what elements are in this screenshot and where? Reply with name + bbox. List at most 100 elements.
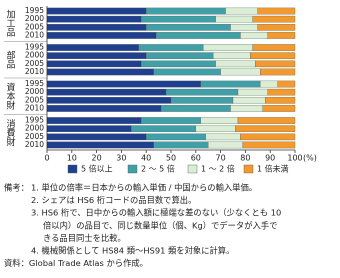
bar-segment [215,15,253,23]
bar-segment [267,32,296,39]
x-tick-label: 80 [240,154,250,163]
x-tick-label: 10 [67,154,77,163]
bar-segment [257,7,296,15]
bar-segment [46,133,147,141]
bar-segment [230,23,258,31]
x-tick-label: 60 [191,154,201,163]
bar-segment [141,60,216,68]
bar-segment [46,68,154,76]
bar-segment [153,68,221,76]
legend-label: 1 倍未満 [257,164,289,174]
group-label: 消費財 [5,118,16,146]
bar-segment [257,23,296,31]
bar-segment [131,125,196,133]
y-tick-label: 1995 [25,79,44,88]
x-tick-label: 90 [265,154,275,163]
y-tick-label: 2000 [25,51,44,60]
bar-segment [46,96,172,104]
bar-segment [237,88,268,96]
legend-label: 2 〜 5 倍 [141,164,175,174]
group-label: 資本財 [5,82,16,110]
legend-swatch [243,164,254,174]
bar-segment [46,7,147,15]
bar-segment [277,80,296,88]
x-tick-label: 40 [141,154,151,163]
legend-label: 5 倍以上 [81,164,113,174]
bar-segment [215,60,256,68]
note-line: 倍以内）の品目で、同じ数量単位（個、Kg）でデータが入手で [43,220,277,230]
bar-segment [237,117,296,124]
bar-segment [265,96,296,104]
y-tick-label: 1995 [25,6,44,15]
note-line: 3. HS6 桁で、日中からの輸入額に極端な差のない（少なくとも 10 [31,208,281,218]
bar-segment [200,117,239,124]
x-tick-label: 20 [92,154,102,163]
bar-segment [146,133,206,141]
bar-segment [260,68,296,76]
bar-segment [203,44,253,51]
bar-segment [46,141,154,149]
bar-segment [213,52,251,60]
bar-segment [252,44,296,51]
y-tick-label: 2000 [25,14,44,23]
group-label: 部品 [5,50,16,70]
x-tick-label: 50 [166,154,176,163]
y-tick-label: 2000 [25,124,44,133]
note-line: きる品目同士を比較。 [43,233,126,243]
y-tick-label: 2005 [25,95,44,104]
y-tick-label: 1995 [25,43,44,52]
bar-segment [170,96,234,104]
bar-segment [262,105,296,112]
x-tick-label: 30 [116,154,126,163]
bar-segment [260,80,278,88]
y-tick-label: 2010 [25,140,44,149]
bar-segment [235,125,296,133]
x-tick-label: 0 [44,154,49,163]
bar-segment [46,80,201,88]
bar-segment [230,105,263,112]
bar-segment [146,7,226,15]
legend-label: 1 〜 2 倍 [201,164,235,174]
bar-segment [195,125,236,133]
bar-segment [208,141,244,149]
bar-segment [242,141,296,149]
note-line: 4. 機械関係として HS84 類〜HS91 類を対象に計算。 [31,246,234,256]
bar-segment [250,52,296,60]
bar-segment [46,52,147,60]
bar-segment [46,60,142,68]
x-axis-label: (%) [303,154,317,163]
bar-segment [46,23,147,31]
bar-segment [252,15,296,23]
bar-segment [153,141,209,149]
y-tick-label: 2010 [25,103,44,112]
notes-label: 備考： [4,183,29,193]
group-label: 加工品 [5,10,16,38]
legend-swatch [67,164,78,174]
y-tick-label: 1995 [25,116,44,125]
bar-segment [225,7,258,15]
y-tick-label: 2010 [25,30,44,39]
bar-segment [46,88,167,96]
x-tick-label: 70 [216,154,226,163]
bar-segment [46,32,157,39]
bar-segment [146,23,231,31]
bar-segment [267,88,296,96]
bar-segment [205,133,241,141]
note-line: 2. シェアは HS6 桁コードの品目数で算出。 [31,195,196,205]
bar-segment [46,125,132,133]
bar-segment [232,96,266,104]
bar-segment [155,32,241,39]
bar-segment [165,88,239,96]
bar-segment [46,15,142,23]
y-tick-label: 2000 [25,87,44,96]
legend-swatch [187,164,198,174]
bar-segment [146,52,214,60]
y-tick-label: 2005 [25,59,44,68]
bar-segment [138,44,204,51]
bar-segment [141,15,216,23]
bar-segment [200,80,261,88]
bar-segment [141,117,201,124]
bar-segment [46,44,139,51]
y-tick-label: 2005 [25,22,44,31]
